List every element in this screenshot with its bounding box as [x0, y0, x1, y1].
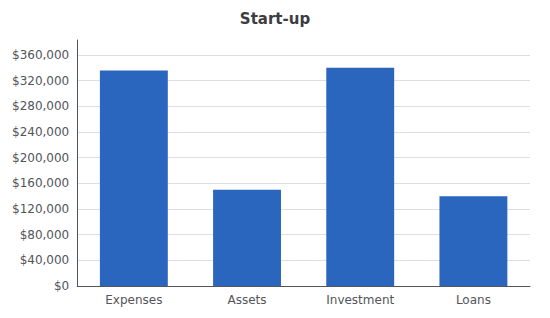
- svg-text:$320,000: $320,000: [12, 74, 69, 88]
- svg-text:$0: $0: [54, 279, 69, 293]
- svg-text:Start-up: Start-up: [240, 10, 311, 28]
- svg-text:$200,000: $200,000: [12, 151, 69, 165]
- svg-text:$160,000: $160,000: [12, 176, 69, 190]
- svg-text:$80,000: $80,000: [20, 228, 70, 242]
- svg-text:$360,000: $360,000: [12, 48, 69, 62]
- svg-text:$40,000: $40,000: [20, 253, 70, 267]
- svg-text:$240,000: $240,000: [12, 125, 69, 139]
- svg-text:$120,000: $120,000: [12, 202, 69, 216]
- svg-text:Loans: Loans: [456, 293, 491, 307]
- svg-text:Assets: Assets: [228, 293, 267, 307]
- svg-text:Expenses: Expenses: [105, 293, 162, 307]
- svg-text:Investment: Investment: [326, 293, 394, 307]
- svg-text:$280,000: $280,000: [12, 99, 69, 113]
